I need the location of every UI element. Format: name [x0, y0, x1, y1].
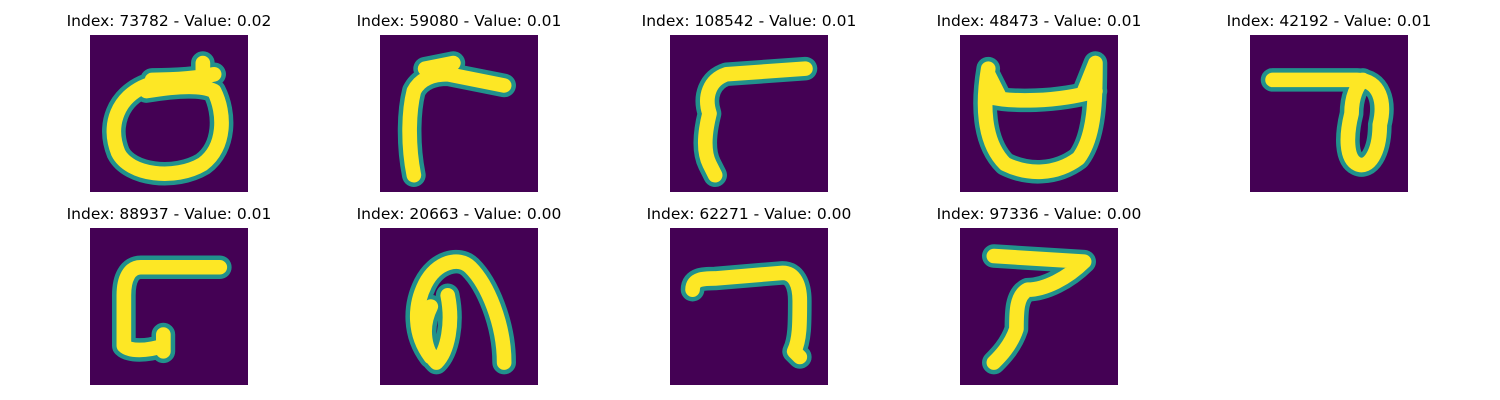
panel-title: Index: 48473 - Value: 0.01: [936, 12, 1142, 30]
panel-title: Index: 59080 - Value: 0.01: [356, 12, 562, 30]
digit-image: [380, 35, 538, 192]
digit-image: [380, 228, 538, 385]
image-panel: Index: 59080 - Value: 0.01: [349, 12, 569, 192]
image-panel: Index: 97336 - Value: 0.00: [929, 205, 1149, 385]
panel-title: Index: 88937 - Value: 0.01: [66, 205, 272, 223]
digit-image: [960, 228, 1118, 385]
digit-image: [90, 228, 248, 385]
image-panel: Index: 20663 - Value: 0.00: [349, 205, 569, 385]
digit-image: [670, 35, 828, 192]
image-panel: Index: 88937 - Value: 0.01: [59, 205, 279, 385]
panel-title: Index: 108542 - Value: 0.01: [641, 12, 857, 30]
panel-title: Index: 62271 - Value: 0.00: [646, 205, 852, 223]
panel-title: Index: 73782 - Value: 0.02: [66, 12, 272, 30]
panel-title: Index: 97336 - Value: 0.00: [936, 205, 1142, 223]
digit-image: [90, 35, 248, 192]
image-panel: Index: 48473 - Value: 0.01: [929, 12, 1149, 192]
image-panel: Index: 108542 - Value: 0.01: [639, 12, 859, 192]
panel-title: Index: 42192 - Value: 0.01: [1226, 12, 1432, 30]
image-panel: Index: 62271 - Value: 0.00: [639, 205, 859, 385]
digit-image: [960, 35, 1118, 192]
digit-image: [670, 228, 828, 385]
panel-title: Index: 20663 - Value: 0.00: [356, 205, 562, 223]
image-panel: Index: 73782 - Value: 0.02: [59, 12, 279, 192]
digit-image: [1250, 35, 1408, 192]
image-panel: Index: 42192 - Value: 0.01: [1219, 12, 1439, 192]
